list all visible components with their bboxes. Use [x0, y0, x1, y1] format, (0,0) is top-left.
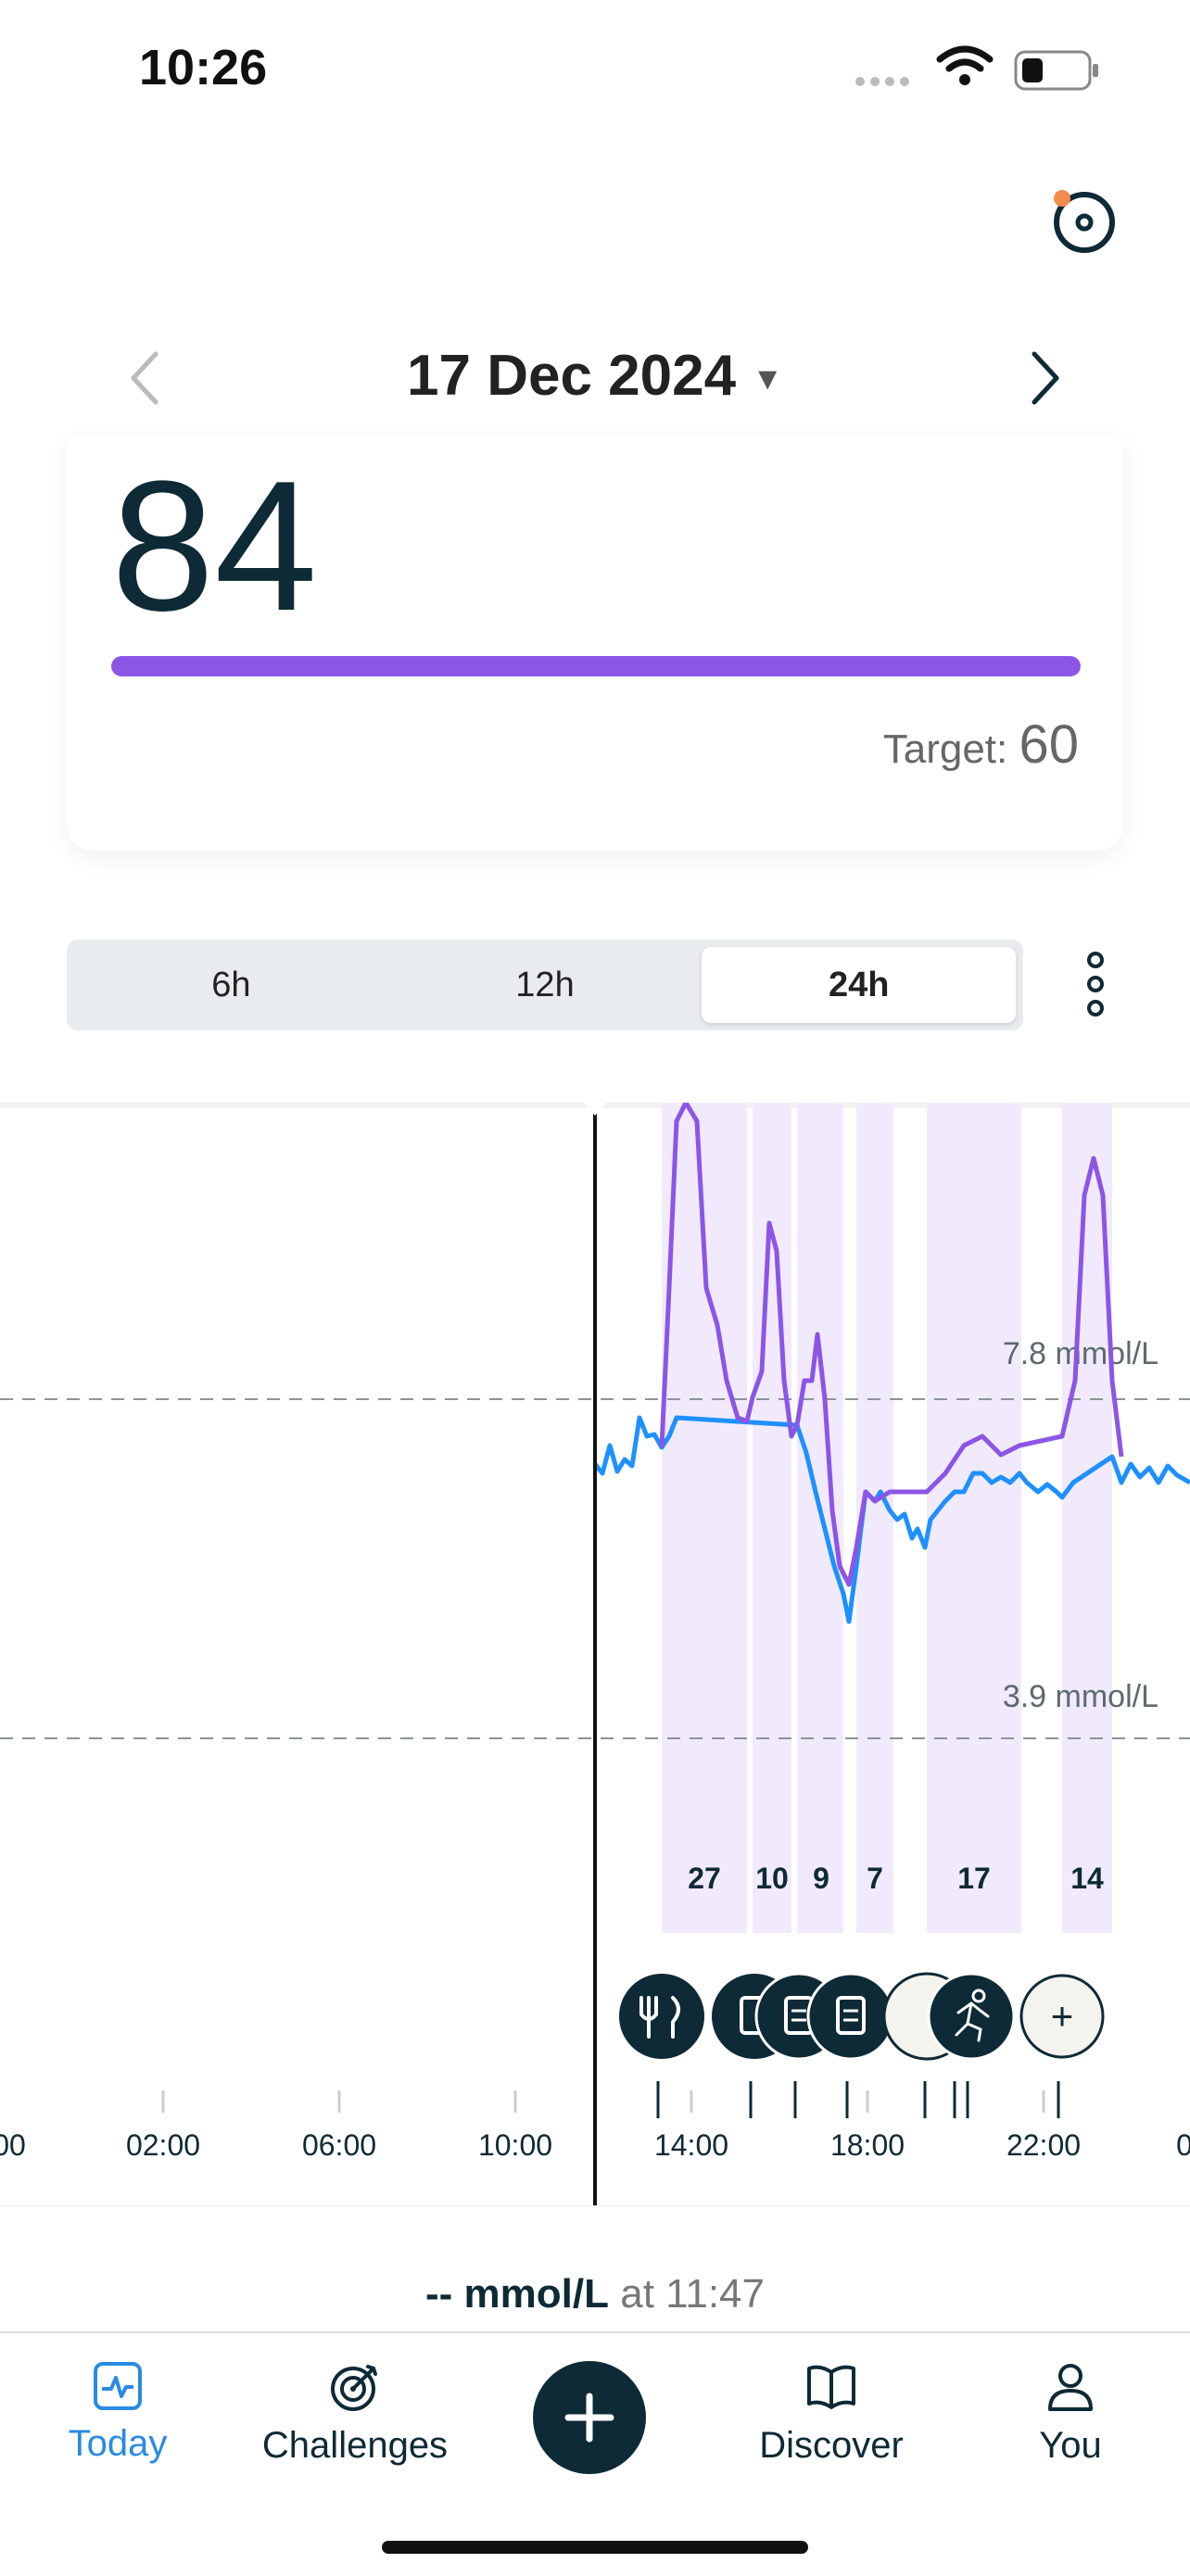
nav-discover[interactable]: Discover — [725, 2361, 938, 2467]
time-range-selector: 6h 12h 24h — [67, 940, 1023, 1030]
target-label: Target: 60 — [882, 714, 1079, 775]
add-event-button[interactable]: + — [1019, 1974, 1105, 2059]
time-tick: 18:00 — [830, 2128, 905, 2162]
wifi-icon — [936, 44, 994, 92]
nav-label: Discover — [759, 2425, 904, 2466]
nav-label: Today — [68, 2423, 168, 2464]
spike-score: 7 — [867, 1862, 883, 1895]
time-tick: 22:00 — [1006, 2128, 1081, 2162]
spike-score: 17 — [957, 1862, 991, 1895]
glucose-line-high — [659, 1100, 1124, 1587]
more-options-button[interactable] — [1075, 945, 1116, 1023]
spike-score: 27 — [688, 1862, 721, 1895]
range-12h-tab[interactable]: 12h — [515, 965, 575, 1004]
event-ticks — [656, 2081, 1060, 2118]
spike-score: 14 — [1070, 1862, 1104, 1895]
activity-chart-icon — [94, 2362, 142, 2410]
low-reference-label: 3.9 mmol/L — [1003, 1679, 1158, 1714]
nav-today[interactable]: Today — [11, 2361, 224, 2465]
sensor-device-icon[interactable] — [1049, 185, 1120, 260]
reading-value: -- mmol/L — [425, 2271, 609, 2317]
date-label[interactable]: 17 Dec 2024 ▼ — [407, 344, 783, 408]
target-icon — [331, 2365, 377, 2411]
score-value: 84 — [111, 443, 318, 650]
current-reading: -- mmol/L at 11:47 — [0, 2205, 1190, 2332]
status-time: 10:26 — [139, 40, 268, 95]
spike-score: 10 — [755, 1862, 789, 1895]
home-indicator — [382, 2541, 808, 2554]
glucose-score-card: 84 Target: 60 — [67, 436, 1123, 851]
user-icon — [1048, 2364, 1093, 2411]
time-tick: 14:00 — [654, 2128, 728, 2162]
reading-time: at 11:47 — [620, 2271, 765, 2317]
time-tick: 00 — [0, 2128, 26, 2162]
event-fork-knife-icon[interactable] — [619, 1974, 704, 2059]
bottom-navigation: Today Challenges Discover You — [0, 2331, 1190, 2576]
score-progress-fill — [111, 656, 1081, 676]
date-navigator: 17 Dec 2024 ▼ — [0, 306, 1190, 445]
nav-label: Challenges — [261, 2425, 449, 2466]
time-tick: 02:00 — [126, 2128, 200, 2162]
add-entry-button[interactable] — [533, 2361, 646, 2474]
event-clipboard-icon[interactable] — [806, 1972, 895, 2061]
target-value: 60 — [1019, 714, 1079, 775]
range-24h-tab[interactable]: 24h — [702, 947, 1017, 1023]
svg-text:+: + — [1051, 1994, 1074, 2038]
previous-day-button[interactable] — [126, 350, 163, 410]
book-icon — [807, 2365, 855, 2409]
plus-icon — [564, 2393, 614, 2443]
spike-score: 9 — [813, 1862, 829, 1895]
chevron-down-icon: ▼ — [752, 361, 783, 398]
time-tick: 10:00 — [478, 2128, 552, 2162]
nav-challenges[interactable]: Challenges — [248, 2361, 462, 2467]
time-tick: 0 — [1176, 2128, 1190, 2162]
next-day-button[interactable] — [1027, 350, 1064, 410]
time-tick: 06:00 — [302, 2128, 376, 2162]
score-progress-bar — [111, 656, 1081, 676]
battery-icon — [1014, 50, 1101, 95]
event-runner-icon[interactable] — [927, 1972, 1016, 2061]
nav-you[interactable]: You — [964, 2361, 1177, 2467]
high-reference-label: 7.8 mmol/L — [1003, 1336, 1158, 1371]
range-6h-tab[interactable]: 6h — [211, 965, 251, 1004]
cellular-signal-icon — [853, 56, 918, 97]
nav-label: You — [1039, 2425, 1102, 2466]
spike-highlights — [662, 1103, 1112, 1933]
glucose-chart[interactable]: 7.8 mmol/L 3.9 mmol/L 27 10 9 7 17 14 — [0, 1100, 1190, 2211]
